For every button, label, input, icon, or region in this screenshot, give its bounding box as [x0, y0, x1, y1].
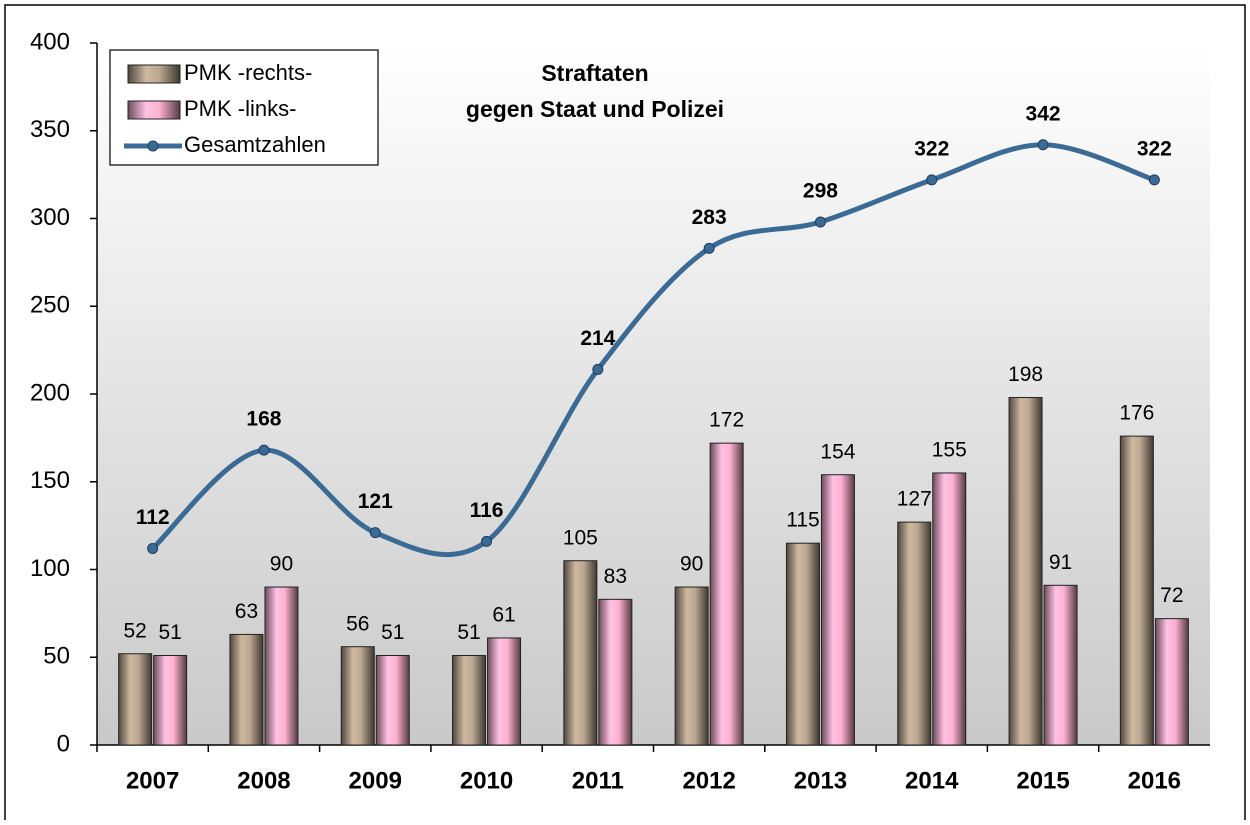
data-label: 342 [1026, 102, 1061, 125]
line-marker [926, 174, 938, 186]
data-label: 214 [580, 327, 615, 350]
data-label: 51 [381, 621, 404, 644]
data-label: 155 [932, 439, 967, 462]
x-tick-label: 2011 [572, 767, 624, 794]
legend: PMK -rechts- PMK -links- Gesamtzahlen [109, 49, 379, 166]
data-label: 198 [1008, 363, 1043, 386]
line [150, 142, 1157, 558]
legend-swatch [127, 100, 181, 120]
bar [340, 646, 375, 746]
bar [674, 586, 709, 746]
data-label: 90 [680, 553, 703, 576]
bar [785, 542, 820, 746]
data-label: 91 [1049, 551, 1072, 574]
line-marker [481, 535, 493, 547]
data-label: 63 [235, 600, 258, 623]
bar [229, 633, 264, 746]
bar [375, 654, 410, 746]
y-tick-label: 50 [43, 643, 70, 670]
line-marker [147, 542, 159, 554]
data-label: 112 [136, 506, 170, 529]
data-label: 298 [803, 180, 838, 203]
line-marker [1037, 139, 1049, 151]
legend-label: PMK -rechts- [184, 60, 312, 85]
y-tick-label: 350 [30, 116, 70, 143]
data-label: 322 [1137, 137, 1172, 160]
line-marker [369, 527, 381, 539]
chart-subtitle: gegen Staat und Polizei [466, 96, 724, 122]
bar [153, 654, 188, 746]
legend-label: Gesamtzahlen [184, 132, 326, 157]
line-marker [1148, 174, 1160, 186]
data-label: 168 [246, 408, 281, 431]
bar [1008, 397, 1043, 746]
y-tick-label: 400 [30, 28, 70, 55]
y-tick-label: 250 [30, 292, 70, 319]
x-tick-label: 2008 [237, 767, 290, 794]
data-label: 90 [270, 553, 293, 576]
bar [1043, 584, 1078, 746]
data-label: 121 [358, 490, 393, 513]
x-tick-label: 2007 [126, 767, 179, 794]
bar [118, 653, 153, 746]
bar [709, 442, 744, 746]
data-label: 61 [492, 603, 515, 626]
y-tick-label: 200 [30, 379, 70, 406]
x-tick-label: 2014 [905, 767, 959, 794]
y-tick-label: 0 [57, 730, 70, 757]
bar [487, 637, 522, 746]
data-label: 52 [123, 619, 146, 642]
data-label: 51 [158, 621, 181, 644]
legend-swatch [127, 64, 181, 84]
data-label: 115 [786, 509, 819, 532]
data-label: 56 [346, 612, 369, 635]
bar [1154, 618, 1189, 746]
x-tick-label: 2009 [349, 767, 402, 794]
x-tick-label: 2013 [794, 767, 847, 794]
y-tick-label: 300 [30, 204, 70, 231]
bar [1119, 435, 1154, 746]
legend-marker [147, 140, 159, 152]
bar [932, 472, 967, 746]
data-label: 154 [820, 440, 855, 463]
legend-label: PMK -links- [184, 96, 296, 121]
bar [820, 474, 855, 746]
data-label: 127 [897, 488, 932, 511]
bar [264, 586, 299, 746]
line-marker [703, 242, 715, 254]
bar [897, 521, 932, 746]
data-label: 322 [914, 137, 949, 160]
line-marker [592, 363, 604, 375]
line-marker [258, 444, 270, 456]
data-label: 176 [1119, 402, 1154, 425]
chart-title: Straftaten [541, 60, 648, 86]
data-label: 72 [1160, 584, 1183, 607]
data-label: 116 [470, 499, 504, 522]
data-label: 83 [604, 565, 627, 588]
bar [563, 560, 598, 746]
x-tick-label: 2016 [1128, 767, 1181, 794]
bar [452, 654, 487, 746]
bar [598, 598, 633, 746]
y-tick-label: 150 [30, 467, 70, 494]
line-marker [814, 216, 826, 228]
x-tick-label: 2012 [682, 767, 735, 794]
x-tick-label: 2015 [1016, 767, 1069, 794]
y-tick-label: 100 [30, 555, 70, 582]
data-label: 105 [563, 526, 598, 549]
data-label: 172 [709, 409, 744, 432]
x-tick-label: 2010 [460, 767, 513, 794]
data-label: 283 [692, 206, 727, 229]
data-label: 51 [457, 621, 480, 644]
